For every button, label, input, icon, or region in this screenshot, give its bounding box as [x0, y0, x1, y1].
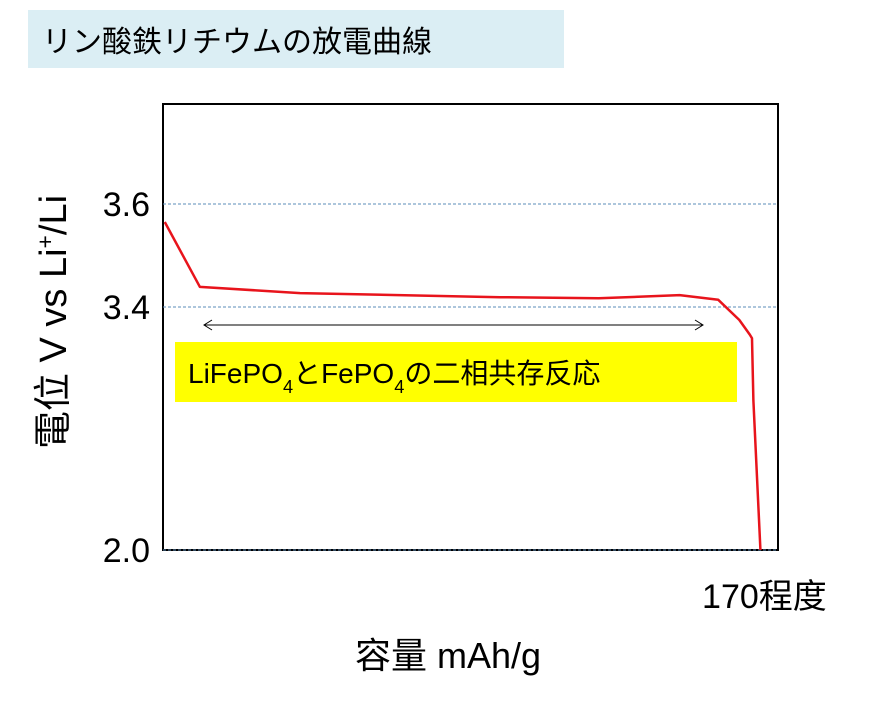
y-tick-label: 3.4: [103, 289, 150, 327]
label-part: の二相共存反応: [404, 358, 600, 389]
arrow-head: [203, 319, 213, 331]
curve: [163, 221, 762, 551]
grid: [163, 203, 778, 551]
arrow-head: [694, 319, 704, 331]
label-part: 電位 V vs Li: [33, 248, 75, 449]
y-tick-label: 3.6: [103, 186, 150, 224]
label-part: とFePO: [293, 358, 394, 389]
title-box: [28, 10, 564, 68]
span-arrow: [203, 319, 704, 331]
label-part: LiFePO: [188, 358, 283, 389]
plot-frame: [162, 103, 779, 551]
y-tick-label: 2.0: [103, 532, 150, 570]
annotation-box: [175, 342, 737, 402]
x-axis-label: 容量 mAh/g: [355, 635, 541, 676]
label-part: 4: [394, 377, 404, 397]
x-tick-label: 170程度: [702, 578, 827, 616]
label-part: 4: [283, 377, 293, 397]
y-axis-label: 電位 V vs Li+/Li: [32, 195, 75, 449]
label-part: +: [32, 235, 58, 248]
label-part: /Li: [33, 195, 75, 235]
chart-title: リン酸鉄リチウムの放電曲線: [42, 26, 432, 59]
annotation: LiFePO4とFePO4の二相共存反応: [188, 358, 600, 397]
